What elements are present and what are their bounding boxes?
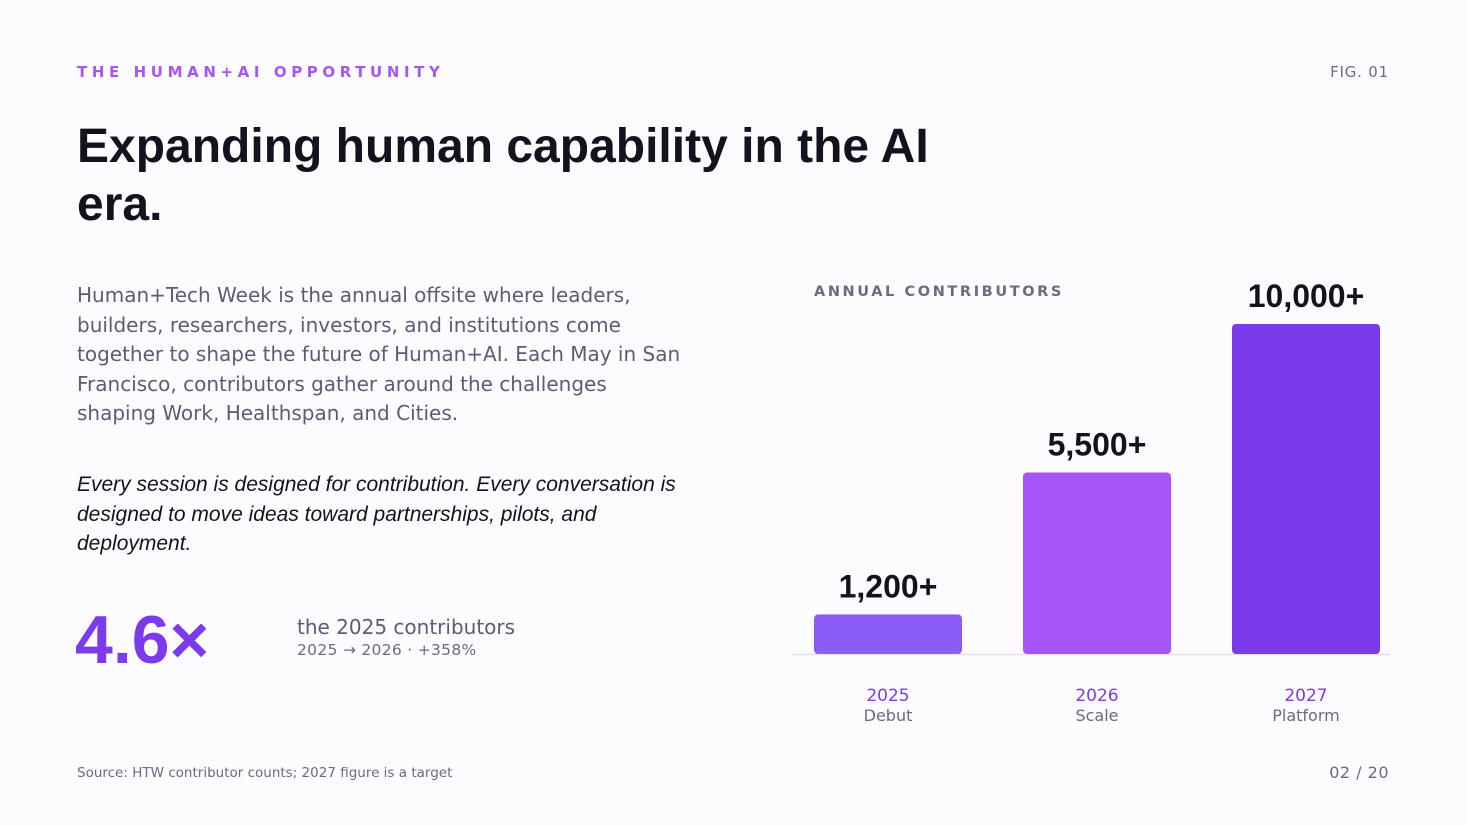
category-label-2026: 2026 xyxy=(1075,686,1118,706)
stat-subtext: 2025 → 2026 · +358% xyxy=(297,641,477,659)
data-label-2027: 10,000+ xyxy=(1248,278,1365,314)
figure-label: FIG. 01 xyxy=(1330,63,1389,81)
category-sublabel-2025: Debut xyxy=(864,706,913,725)
category-sublabel-2026: Scale xyxy=(1075,706,1118,725)
page-number: 02 / 20 xyxy=(1329,763,1389,782)
category-label-2025: 2025 xyxy=(866,686,909,706)
bar-2025 xyxy=(814,614,962,654)
lede-paragraph: Human+Tech Week is the annual offsite wh… xyxy=(77,283,681,425)
multiplier-stat: 4.6× xyxy=(75,602,210,678)
category-sublabel-2027: Platform xyxy=(1272,706,1339,725)
data-label-2025: 1,200+ xyxy=(839,568,938,604)
bar-2027 xyxy=(1232,324,1380,654)
chart-title: ANNUAL CONTRIBUTORS xyxy=(814,284,1064,300)
eyebrow-label: THE HUMAN+AI OPPORTUNITY xyxy=(77,63,445,81)
source-note: Source: HTW contributor counts; 2027 fig… xyxy=(77,765,453,781)
stat-description: the 2025 contributors xyxy=(297,615,516,639)
quote-paragraph: Every session is designed for contributi… xyxy=(77,473,676,555)
data-label-2026: 5,500+ xyxy=(1048,427,1147,463)
bar-2026 xyxy=(1023,472,1171,654)
page-title: Expanding human capability in the AI era… xyxy=(77,120,929,231)
category-label-2027: 2027 xyxy=(1284,686,1327,706)
